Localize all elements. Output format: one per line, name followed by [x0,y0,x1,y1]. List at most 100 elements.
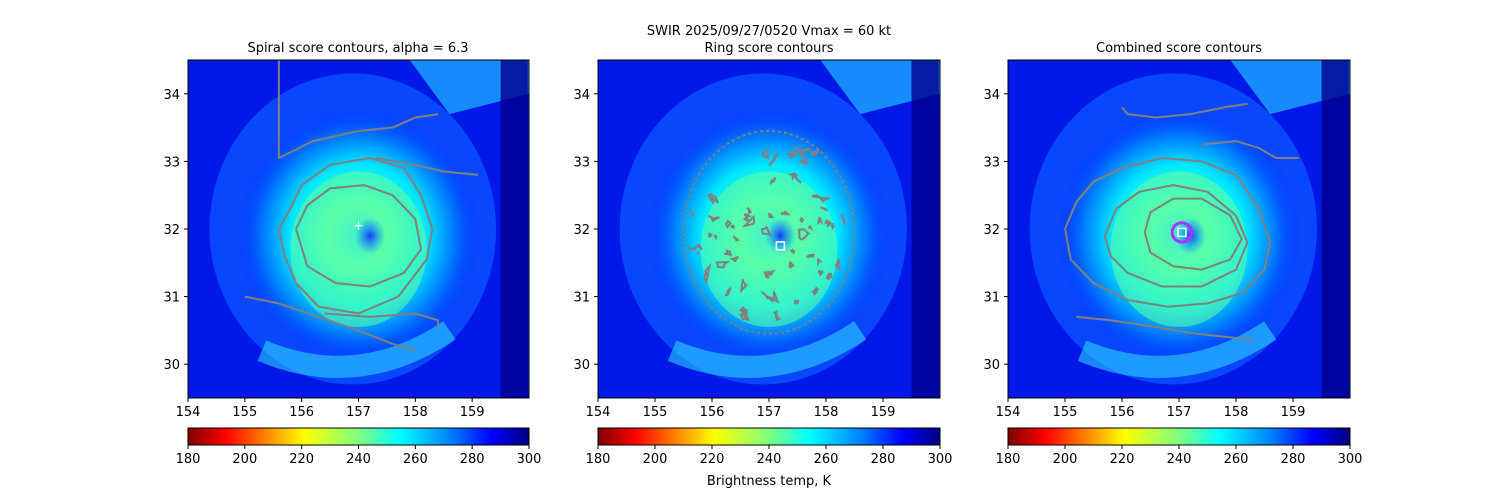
panel-title: Spiral score contours, alpha = 6.3 [247,41,468,56]
ring-contour-fragment [820,205,829,212]
ring-contour-fragment [786,152,796,159]
ring-contour-fragment [688,243,703,251]
ring-contour-fragment [760,146,770,160]
ring-contour-fragment [798,216,805,223]
x-tick-label: 154 [996,405,1021,420]
y-tick-label: 30 [163,358,180,373]
ring-contour-fragment [788,260,796,269]
contour-middle-ring [1103,184,1249,288]
y-tick-label: 33 [163,155,180,170]
ring-contour-fragment [787,172,797,181]
y-tick-label: 33 [573,155,590,170]
ring-contour-fragment [689,209,695,217]
colorbar-tick-label: 300 [1338,452,1363,467]
colorbar-tick-label: 180 [176,452,201,467]
ring-contour-fragment [768,152,780,167]
ring-contour-fragment [828,272,833,278]
panel-combined: Combined score contours 154 155 156 157 158 1… [983,41,1362,467]
ring-contour-fragment [703,262,712,285]
ring-contour-fragment [760,290,774,303]
southern-band [257,321,456,378]
convective-core [1110,171,1248,328]
colorbar-tick-label: 300 [928,452,953,467]
y-tick-label: 30 [573,358,590,373]
convective-core [700,171,838,328]
ring-contour-fragment [811,194,830,203]
ring-contour-fragment [763,270,770,280]
ring-contour-fragment [789,248,796,255]
ring-contour-fragment [806,253,816,258]
contour-outer-north-arm [277,60,439,159]
y-tick-label: 34 [163,88,180,103]
colorbar-tick-label: 200 [643,452,668,467]
ring-contour-fragment [767,212,775,219]
ring-contour-fragment [760,225,773,237]
ring-contour-fragment [707,214,720,223]
colorbar-tick-label: 220 [700,452,725,467]
ring-contour-fragment [770,176,777,186]
contour-south-arm [244,295,416,352]
ring-contour-fragment [798,228,811,241]
ring-contour-fragment [696,250,700,256]
storm-eye [765,217,796,255]
colorbar-tick-label: 260 [403,452,428,467]
ring-contour-fragment [809,148,821,157]
ring-contour-fragment [772,291,780,305]
x-tick-label: 154 [586,405,611,420]
ring-contour-fragment [798,155,810,165]
colorbar-label: Brightness temp, K [707,474,832,489]
colorbar-tick-label: 220 [289,452,314,467]
colorbar-tick-label: 240 [1167,452,1192,467]
ring-contour-fragment [729,255,739,263]
convective-core [290,171,427,328]
southern-band [1077,321,1277,378]
ring-contour-fragment [810,286,820,297]
colorbar-tick-label: 200 [1053,452,1078,467]
ring-contour-fragment [724,219,733,229]
ring-contour-fragment [724,286,732,297]
ring-contour-fragment [840,213,846,226]
ring-contour-fragment [739,313,750,322]
ring-contour-fragment [829,222,836,231]
x-tick-label: 155 [1053,405,1078,420]
ring-contour-fragment [746,206,753,214]
satellite-image [188,60,529,398]
center-marker [1177,227,1187,238]
y-tick-label: 34 [573,88,590,103]
cirrus-band [820,60,940,115]
ring-contour-fragment [739,278,748,294]
x-tick-label: 158 [814,405,839,420]
x-tick-label: 157 [1167,405,1192,420]
ring-contour-fragment [742,216,750,223]
colorbar-tick-label: 280 [460,452,485,467]
ring-contour-fragment [743,213,753,218]
y-tick-label: 30 [983,358,1000,373]
cirrus-band [1230,60,1350,115]
y-tick-label: 31 [983,291,1000,306]
center-marker [354,221,363,230]
ring-contour-fragment [788,147,811,157]
colorbar-tick-label: 220 [1110,452,1135,467]
x-tick-label: 159 [871,405,896,420]
y-tick-label: 31 [573,291,590,306]
contour-inner-ring [295,184,422,288]
colorbar [1007,427,1351,446]
ring-contour-fragment [741,214,756,228]
colorbar [187,427,530,446]
y-tick-label: 32 [983,223,1000,238]
contour-outer-ring [277,157,434,315]
x-tick-label: 155 [643,405,668,420]
x-tick-label: 155 [232,405,257,420]
x-tick-label: 156 [289,405,314,420]
colorbar-tick-label: 180 [996,452,1021,467]
ring-contour-fragment [772,309,782,322]
contour-outer-ring [1064,157,1272,308]
colorbar [597,427,941,446]
panel-title: Combined score contours [1096,41,1262,56]
ring-contour-fragment [816,257,823,267]
contour-south-arm-2 [324,312,440,327]
contour-inner-ring [1143,197,1243,271]
x-tick-label: 157 [346,405,371,420]
y-tick-label: 31 [163,291,180,306]
